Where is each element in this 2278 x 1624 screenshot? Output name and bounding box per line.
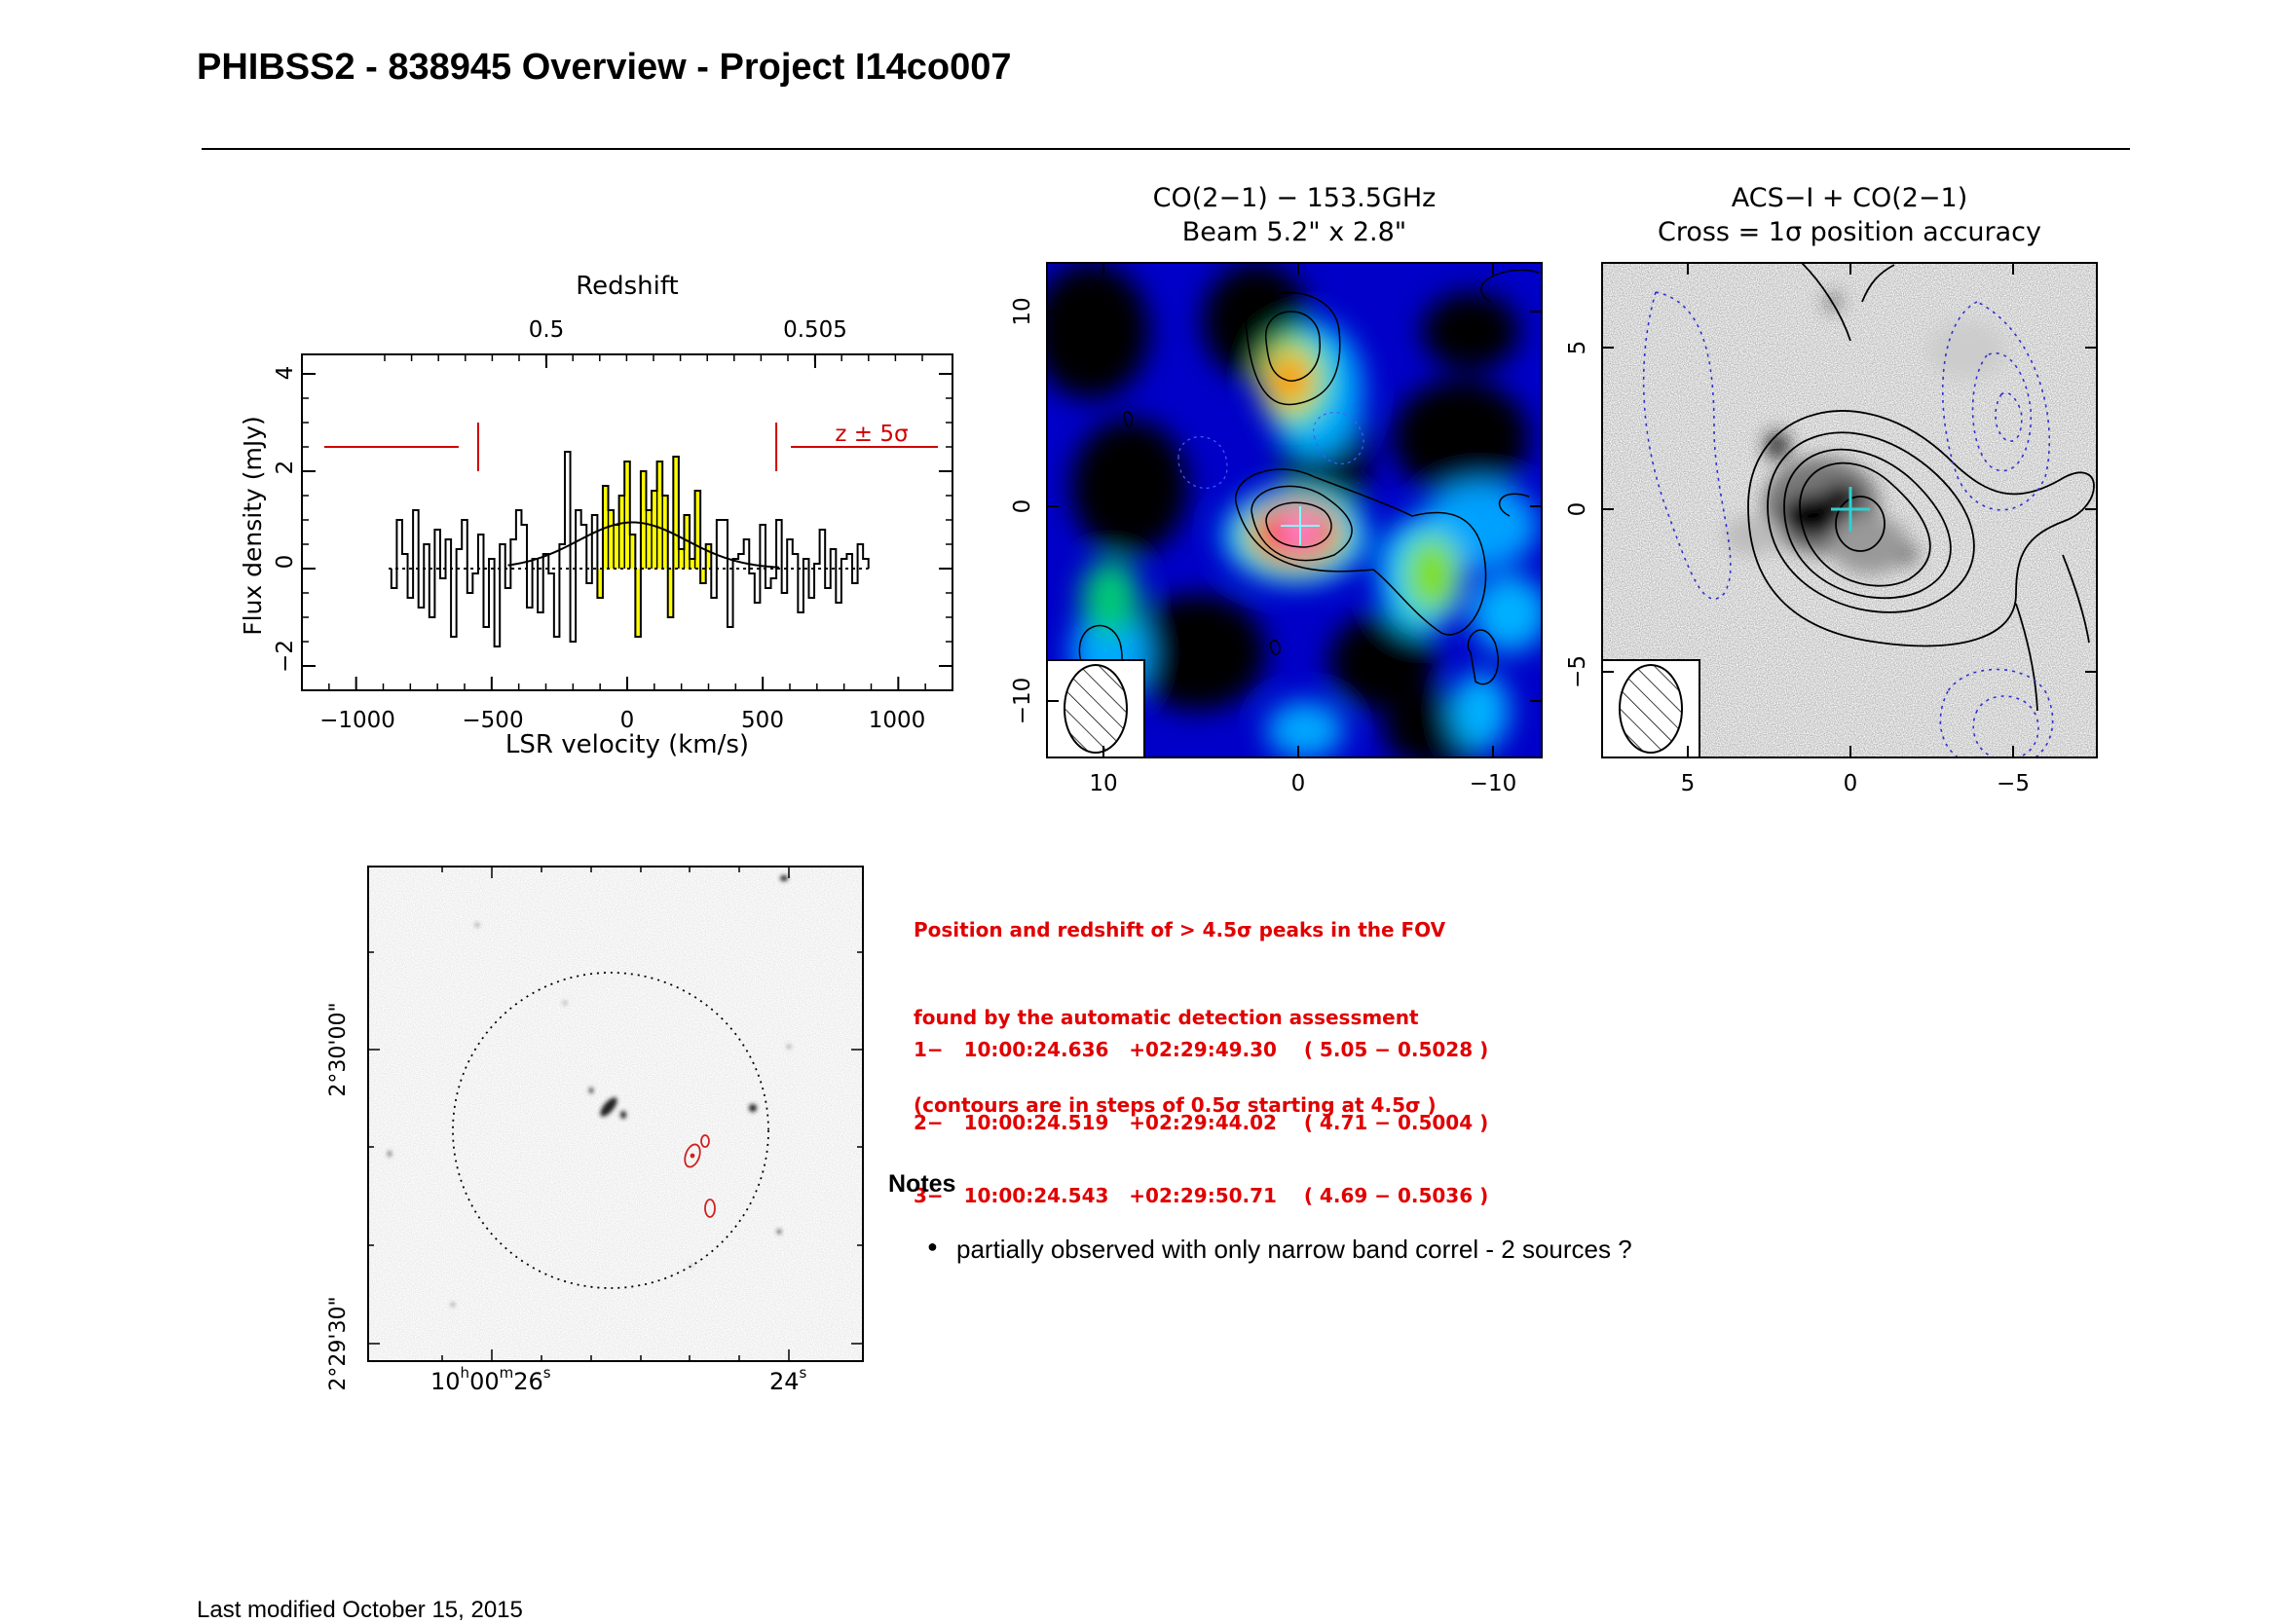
x-tick-label: 0 bbox=[620, 708, 635, 733]
line-channel-bar bbox=[678, 549, 685, 569]
peak-row: 3− 10:00:24.543 +02:29:50.71 ( 4.69 − 0.… bbox=[914, 1184, 1489, 1207]
beam-ellipse bbox=[1619, 664, 1683, 754]
x-tick-label: 0 bbox=[1844, 771, 1858, 796]
detection-line: (contours are in steps of 0.5σ starting … bbox=[914, 1093, 1437, 1117]
line-channel-bar bbox=[608, 510, 615, 569]
acs-negative-contours bbox=[1642, 291, 2054, 757]
finder-chart: 10h00m26s 24s 2°30'00" 2°29'30" bbox=[326, 866, 864, 1395]
spectrum-ylabel: Flux density (mJy) bbox=[239, 416, 267, 636]
line-channel-bar bbox=[705, 544, 712, 569]
line-channel-bar bbox=[640, 471, 647, 569]
co-intensity-map bbox=[1047, 263, 1542, 757]
beam-ellipse bbox=[1064, 664, 1128, 754]
y-tick-label: 4 bbox=[273, 366, 298, 381]
spectrum-xlabel: LSR velocity (km/s) bbox=[505, 730, 749, 759]
y-tick-label: 0 bbox=[1010, 499, 1035, 514]
acs-image bbox=[1602, 263, 2097, 757]
redshift-range-markers bbox=[324, 423, 938, 471]
x-tick-label: −500 bbox=[462, 708, 523, 733]
line-channel-bar bbox=[667, 569, 674, 617]
line-channel-bar bbox=[597, 569, 603, 598]
note-item: partially observed with only narrow band… bbox=[927, 1235, 1632, 1265]
last-modified: Last modified October 15, 2015 bbox=[197, 1597, 523, 1623]
detection-description: Position and redshift of > 4.5σ peaks in… bbox=[914, 857, 1445, 1149]
x-tick-label: −1000 bbox=[319, 708, 395, 733]
x-tick-label: 10 bbox=[1089, 771, 1117, 796]
acs-co-contours bbox=[1747, 263, 2095, 712]
y-tick-label: 2 bbox=[273, 461, 298, 475]
line-channel-bar bbox=[618, 496, 625, 569]
acs-map-panel: ACS−I + CO(2−1) Cross = 1σ position accu… bbox=[1565, 185, 2098, 796]
ra-tick-label: 24s bbox=[769, 1364, 807, 1395]
line-channel-bar bbox=[684, 515, 691, 569]
detection-peaks: 1− 10:00:24.636 +02:29:49.30 ( 5.05 − 0.… bbox=[914, 989, 1488, 1233]
ra-tick-label: 10h00m26s bbox=[430, 1364, 551, 1395]
x-tick-label: 1000 bbox=[869, 708, 926, 733]
finder-image bbox=[368, 867, 863, 1361]
y-tick-label: 5 bbox=[1565, 341, 1590, 355]
line-channel-bar bbox=[646, 510, 653, 569]
x-tick-label: 500 bbox=[741, 708, 784, 733]
line-channel-bar bbox=[614, 525, 619, 569]
dec-tick-label: 2°30'00" bbox=[326, 1002, 351, 1096]
co-map-title: CO(2−1) − 153.5GHz bbox=[1153, 185, 1437, 213]
line-channel-bar bbox=[694, 491, 701, 569]
x-tick-label: 0 bbox=[1291, 771, 1306, 796]
line-channel-bar bbox=[635, 569, 641, 637]
spectrum-step-line bbox=[390, 451, 870, 647]
page-title: PHIBSS2 - 838945 Overview - Project I14c… bbox=[197, 47, 1012, 88]
x-tick-label: −10 bbox=[1470, 771, 1517, 796]
spectrum-histogram bbox=[390, 451, 870, 647]
detection-contours bbox=[684, 1134, 716, 1218]
co-map-frame bbox=[1046, 262, 1543, 758]
line-channel-bar bbox=[652, 491, 657, 569]
notes-heading: Notes bbox=[888, 1170, 956, 1198]
redshift-tick-label: 0.505 bbox=[783, 317, 847, 343]
spectrum-ticks bbox=[301, 354, 953, 691]
spectrum-top-title: Redshift bbox=[576, 272, 679, 301]
y-tick-label: −5 bbox=[1565, 655, 1590, 688]
acs-map-title: ACS−I + CO(2−1) bbox=[1732, 185, 1968, 213]
line-channel-bar bbox=[673, 457, 679, 569]
finder-frame bbox=[367, 866, 864, 1362]
detection-line: Position and redshift of > 4.5σ peaks in… bbox=[914, 918, 1446, 941]
spectrum-y-tick-labels: −2 0 2 4 bbox=[273, 366, 298, 673]
z-range-label: z ± 5σ bbox=[835, 422, 908, 447]
dec-tick-label: 2°29'30" bbox=[326, 1296, 351, 1390]
gaussian-fit-line bbox=[507, 521, 779, 569]
y-tick-label: 0 bbox=[1565, 502, 1590, 517]
detection-line: found by the automatic detection assessm… bbox=[914, 1006, 1419, 1029]
peak-row: 2− 10:00:24.519 +02:29:44.02 ( 4.71 − 0.… bbox=[914, 1111, 1489, 1134]
acs-map-subtitle: Cross = 1σ position accuracy bbox=[1658, 217, 2041, 247]
spectrum-x-tick-labels: −1000 −500 0 500 1000 bbox=[319, 708, 925, 733]
line-channel-bar bbox=[629, 535, 636, 569]
y-tick-label: −10 bbox=[1010, 678, 1035, 725]
notes-list: partially observed with only narrow band… bbox=[927, 1235, 1632, 1265]
y-tick-label: 0 bbox=[273, 555, 298, 570]
redshift-tick-label: 0.5 bbox=[529, 317, 565, 343]
y-tick-label: −2 bbox=[273, 640, 298, 673]
title-rule bbox=[202, 148, 2130, 150]
spectrum-chart: z ± 5σ Redshift 0.5 0.505 LSR velocity (… bbox=[239, 272, 953, 759]
co-map-subtitle: Beam 5.2" x 2.8" bbox=[1182, 217, 1406, 247]
line-channel-bar bbox=[662, 496, 668, 569]
line-channel-bar bbox=[700, 569, 706, 583]
co-map-panel: CO(2−1) − 153.5GHz Beam 5.2" x 2.8" bbox=[1010, 185, 1543, 796]
line-channel-bar bbox=[656, 461, 663, 569]
line-channel-bar bbox=[624, 461, 630, 569]
x-tick-label: 5 bbox=[1681, 771, 1696, 796]
y-tick-label: 10 bbox=[1010, 297, 1035, 325]
line-channel-bar bbox=[690, 559, 695, 569]
x-tick-label: −5 bbox=[1997, 771, 2030, 796]
peak-row: 1− 10:00:24.636 +02:29:49.30 ( 5.05 − 0.… bbox=[914, 1038, 1489, 1061]
primary-beam-circle bbox=[452, 972, 769, 1289]
